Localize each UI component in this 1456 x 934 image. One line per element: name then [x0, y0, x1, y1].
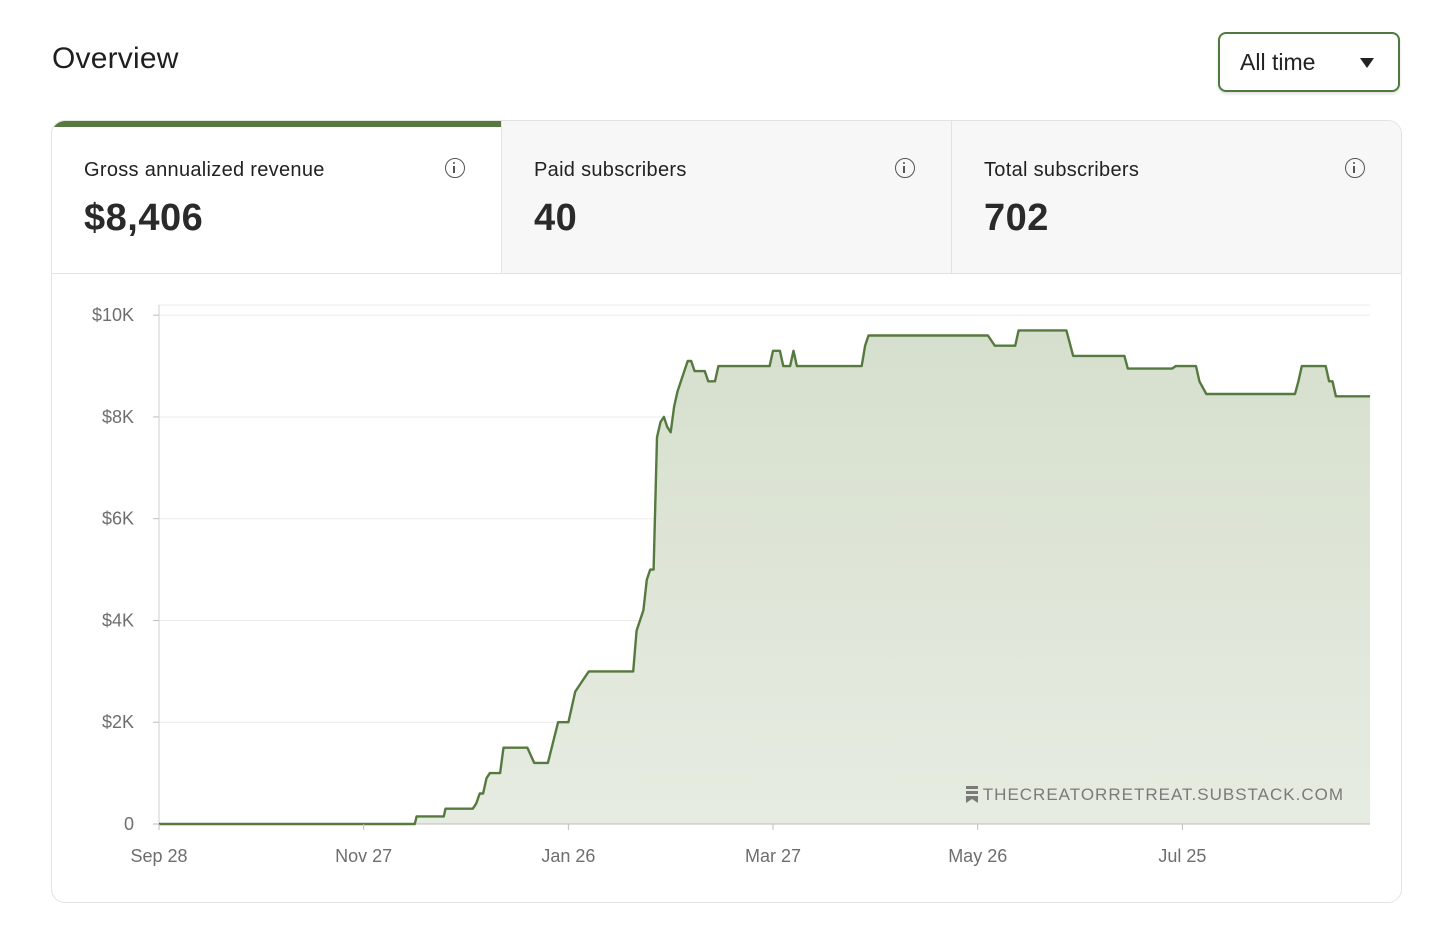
- x-tick-label: Mar 27: [745, 846, 801, 866]
- info-icon[interactable]: [895, 158, 915, 178]
- stats-row: Gross annualized revenue $8,406 Paid sub…: [52, 121, 1401, 274]
- y-tick-label: $6K: [102, 509, 134, 529]
- stat-tab-paid-subscribers[interactable]: Paid subscribers 40: [501, 121, 951, 273]
- stat-tab-gross-revenue[interactable]: Gross annualized revenue $8,406: [52, 121, 501, 273]
- stat-value: $8,406: [84, 197, 204, 239]
- watermark-text: THECREATORRETREAT.SUBSTACK.COM: [983, 785, 1344, 804]
- stat-value: 40: [534, 197, 578, 239]
- y-tick-label: $4K: [102, 610, 134, 630]
- stat-value: 702: [984, 197, 1049, 239]
- y-tick-label: $2K: [102, 712, 134, 732]
- y-tick-label: $10K: [92, 305, 134, 325]
- revenue-chart: 0 $2K $4K $6K $8K $10K Sep 28 Nov 27 Jan 26 Mar 2…: [52, 273, 1401, 902]
- series-line: [159, 329, 1370, 826]
- overview-card: Gross annualized revenue $8,406 Paid sub…: [51, 120, 1402, 903]
- time-range-dropdown[interactable]: All time: [1218, 32, 1400, 92]
- y-tick-label: $8K: [102, 407, 134, 427]
- series-area: [159, 330, 1370, 824]
- x-tick-label: May 26: [948, 846, 1007, 866]
- y-tick-label: 0: [124, 814, 134, 834]
- time-range-value: All time: [1240, 48, 1316, 75]
- caret-down-icon: [1360, 58, 1374, 68]
- info-icon[interactable]: [445, 158, 465, 178]
- chart-canvas: 0 $2K $4K $6K $8K $10K Sep 28 Nov 27 Jan 26 Mar 2…: [92, 304, 1370, 866]
- x-tick-label: Sep 28: [130, 846, 187, 866]
- stat-label: Paid subscribers: [534, 159, 687, 181]
- x-tick-label: Nov 27: [335, 846, 392, 866]
- stat-label: Gross annualized revenue: [84, 159, 325, 181]
- x-tick-label: Jul 25: [1158, 846, 1206, 866]
- stat-tab-total-subscribers[interactable]: Total subscribers 702: [951, 121, 1401, 273]
- page-title: Overview: [52, 42, 179, 75]
- substack-logo-icon: [966, 786, 978, 803]
- info-icon[interactable]: [1345, 158, 1365, 178]
- x-tick-label: Jan 26: [541, 846, 595, 866]
- stat-label: Total subscribers: [984, 159, 1140, 181]
